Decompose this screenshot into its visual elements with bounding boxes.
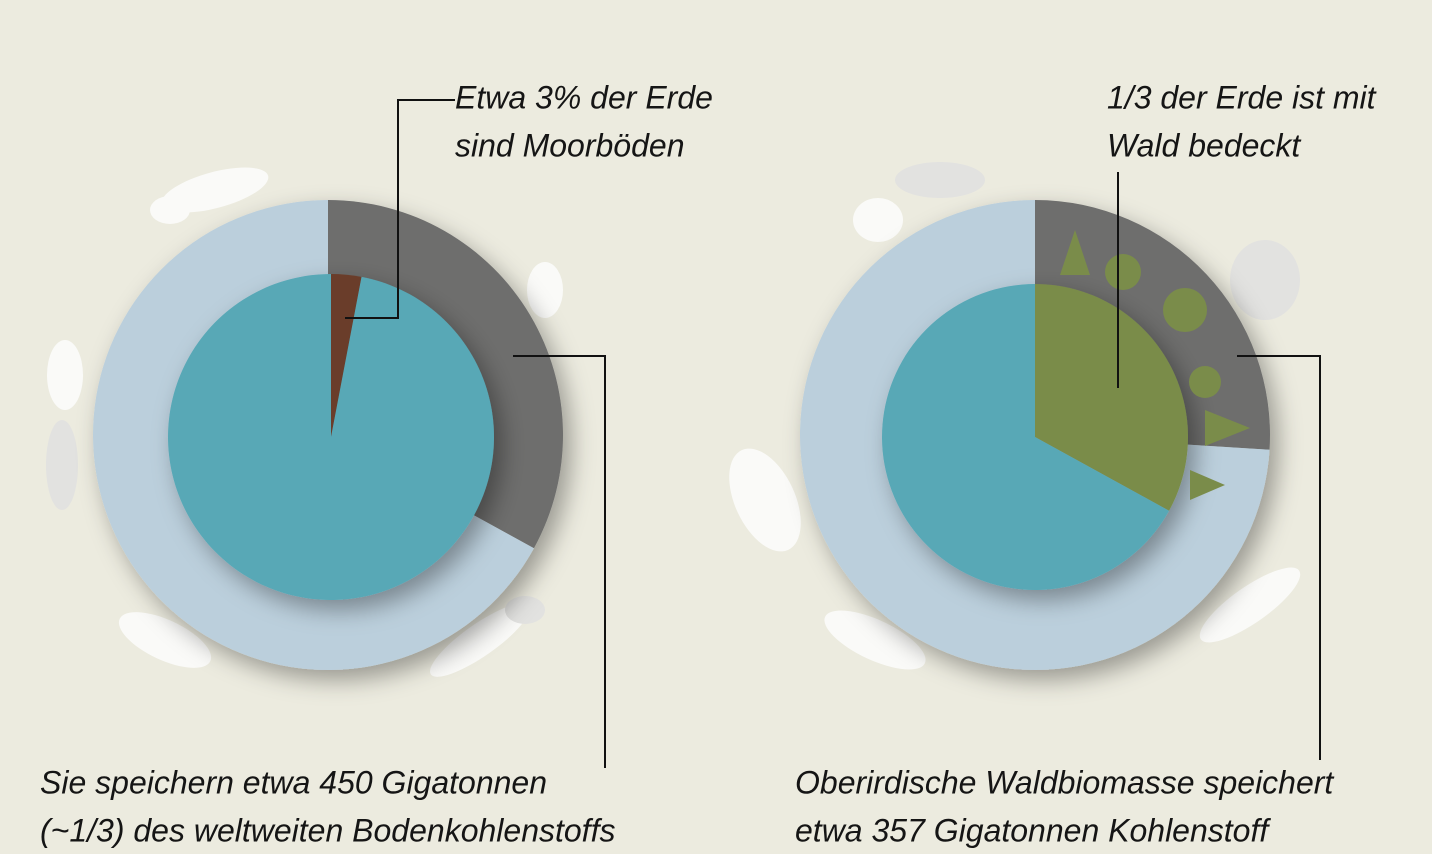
bottom-label: Oberirdische Waldbiomasse speichert <box>795 764 1334 800</box>
top-label: Etwa 3% der Erde <box>455 79 713 115</box>
top-label: Wald bedeckt <box>1107 127 1301 163</box>
bottom-label: Sie speichern etwa 450 Gigatonnen <box>40 764 547 800</box>
infographic: Etwa 3% der Erde sind Moorböden Sie speich… <box>0 0 1432 854</box>
inner-pie <box>168 274 494 600</box>
page: {"chart_data": [ {"type": "donut", "oute… <box>0 0 1432 854</box>
inner-pie <box>882 284 1188 590</box>
top-label: 1/3 der Erde ist mit <box>1107 79 1377 115</box>
wedge <box>168 274 494 600</box>
bottom-label: (~1/3) des weltweiten Bodenkohlenstoffs <box>40 812 615 848</box>
bottom-label: etwa 357 Gigatonnen Kohlenstoff <box>795 812 1271 848</box>
donut-chart <box>93 200 563 670</box>
donut-chart <box>800 200 1270 670</box>
top-label: sind Moorböden <box>455 127 684 163</box>
